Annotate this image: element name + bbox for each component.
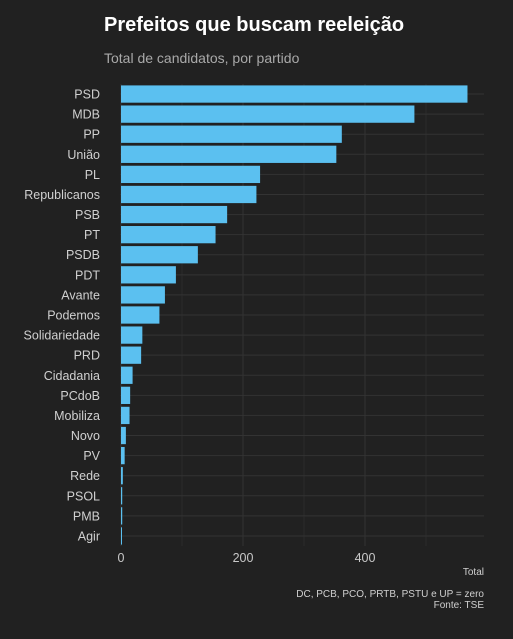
x-tick-label: 0 <box>118 551 125 565</box>
bar-cidadania <box>121 366 133 384</box>
category-label: PSB <box>75 208 100 222</box>
bar-pmb <box>121 507 123 525</box>
bar-solidariedade <box>121 326 143 344</box>
category-label: PSOL <box>67 489 100 503</box>
category-label: Cidadania <box>44 369 100 383</box>
category-label: PT <box>84 228 100 242</box>
category-label: PSDB <box>66 248 100 262</box>
bar-pv <box>121 446 125 465</box>
category-label: União <box>67 148 100 162</box>
bars <box>121 85 468 545</box>
source-note: Fonte: TSE <box>434 600 485 611</box>
bar-agir <box>121 527 122 545</box>
bar-prd <box>121 346 142 364</box>
category-label: PSD <box>74 88 100 102</box>
bar-pt <box>121 226 216 244</box>
category-label: Rede <box>70 469 100 483</box>
bar-psdb <box>121 246 198 264</box>
category-label: Republicanos <box>24 188 100 202</box>
bar-rede <box>121 467 123 485</box>
bar-novo <box>121 426 126 445</box>
bar-psd <box>121 85 468 103</box>
category-labels: PSD MDB PP União PL Republicanos PSB PT PSDB PDT A… <box>24 88 101 544</box>
bar-união <box>121 145 337 163</box>
x-tick-label: 400 <box>355 551 376 565</box>
category-label: Agir <box>78 529 100 543</box>
category-label: Novo <box>71 429 100 443</box>
category-label: PV <box>83 449 100 463</box>
category-label: PMB <box>73 509 100 523</box>
category-label: PL <box>85 168 100 182</box>
category-label: PDT <box>75 268 100 282</box>
bar-avante <box>121 286 165 304</box>
bar-pdt <box>121 266 176 284</box>
bar-pcdob <box>121 386 131 404</box>
bar-pl <box>121 165 261 184</box>
bar-mobiliza <box>121 406 130 425</box>
bar-mdb <box>121 105 415 123</box>
bar-psol <box>121 487 123 505</box>
x-axis-title: Total <box>463 567 484 578</box>
bar-pp <box>121 125 342 143</box>
bar-psb <box>121 205 228 224</box>
category-label: Podemos <box>47 309 100 323</box>
category-label: Avante <box>61 288 100 302</box>
chart-title: Prefeitos que buscam reeleição <box>104 14 405 36</box>
x-tick-label: 200 <box>233 551 254 565</box>
chart-subtitle: Total de candidatos, por partido <box>104 50 300 66</box>
x-tick-labels: 0 200 400 <box>118 551 376 565</box>
category-label: PRD <box>74 349 100 363</box>
category-label: MDB <box>72 108 100 122</box>
bar-podemos <box>121 306 160 324</box>
bar-republicanos <box>121 185 257 204</box>
category-label: Mobiliza <box>54 409 100 423</box>
category-label: PCdoB <box>60 389 100 403</box>
footnote: DC, PCB, PCO, PRTB, PSTU e UP = zero <box>296 589 484 600</box>
category-label: Solidariedade <box>24 329 100 343</box>
category-label: PP <box>83 128 100 142</box>
